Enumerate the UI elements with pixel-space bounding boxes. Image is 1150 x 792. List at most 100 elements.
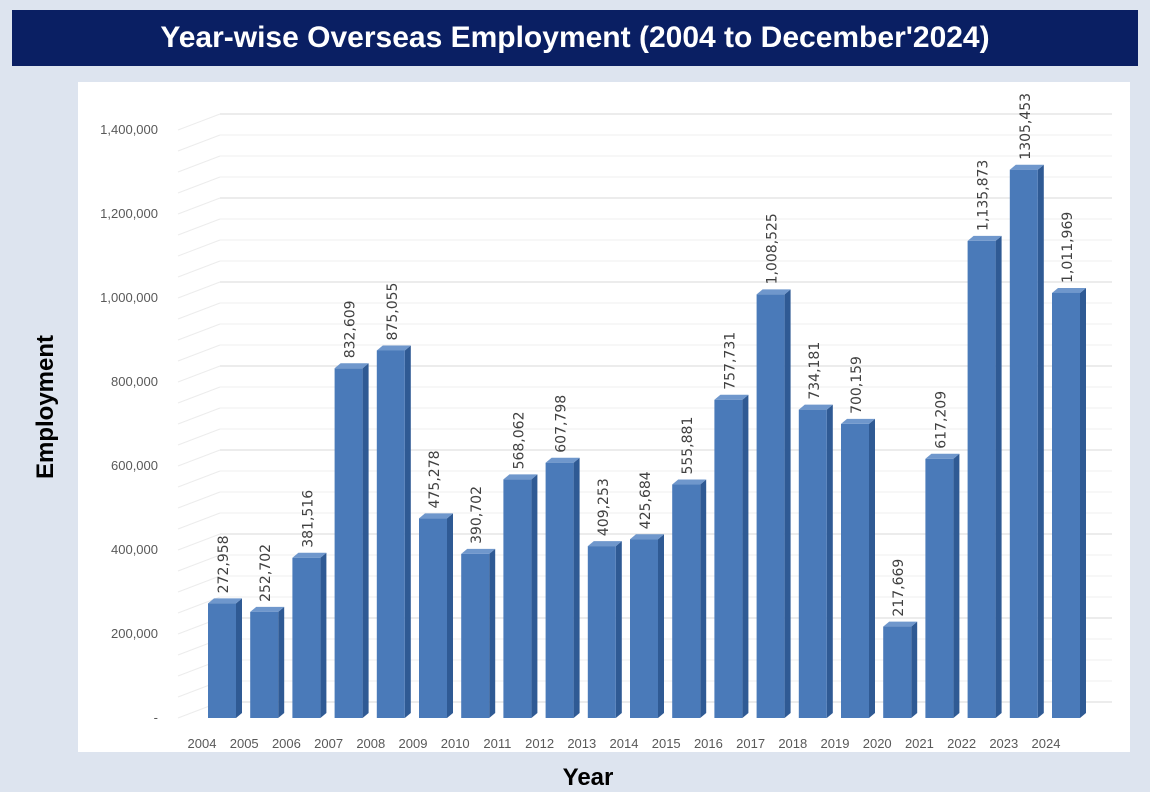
bar-side [573,457,580,718]
gridline-side [177,512,221,530]
bar-top [967,235,1002,241]
bar-side [278,606,285,718]
gridline-side [177,575,221,593]
bar-side [869,418,875,718]
bar-top [1009,164,1044,170]
data-label: 607,798 [554,395,570,453]
data-label: 1,011,969 [1060,212,1076,283]
gridline-side [177,428,221,446]
gridline-side [177,176,221,194]
bar-side [953,453,960,718]
bar-top [587,541,622,547]
bar-top [376,345,411,351]
bar-side [404,345,411,718]
y-tick-label: - [154,710,158,725]
x-axis-label: Year [562,764,614,791]
x-tick-label: 2014 [610,736,639,751]
x-tick-label: 2022 [947,736,976,751]
y-tick-label: 400,000 [111,542,158,557]
x-tick-label: 2013 [567,736,596,751]
bar-top [672,479,707,485]
bar-top [883,621,918,627]
gridline-side [177,302,221,320]
chart-title: Year-wise Overseas Employment (2004 to D… [160,21,990,54]
data-label: 381,516 [300,490,316,548]
y-tick-label: 1,400,000 [100,122,158,137]
bar [545,462,574,718]
data-label: 555,881 [680,417,696,475]
bar-side [784,289,791,718]
bar [250,611,279,718]
bar [967,240,996,718]
bar-side [995,235,1002,718]
y-axis-label: Employment [32,334,59,480]
bar-side [320,552,327,718]
bar-top [630,534,664,540]
bar [756,294,785,718]
bar [883,626,912,718]
data-label: 425,684 [638,471,654,529]
gridline-side [177,365,221,383]
gridline-side [177,449,221,467]
data-label: 1305,453 [1018,93,1034,160]
x-tick-label: 2021 [905,736,934,751]
x-tick-label: 2020 [863,736,892,751]
gridline-side [177,155,221,173]
x-tick-label: 2015 [652,736,681,751]
y-tick-label: 200,000 [111,626,158,641]
data-label: 1,008,525 [765,213,781,284]
bar-side [826,404,833,718]
bar-side [742,394,749,718]
x-tick-label: 2006 [272,736,301,751]
bar [1009,169,1038,719]
bar-top [545,457,580,463]
x-tick-label: 2011 [483,736,511,751]
bar [672,484,701,718]
gridline-side [177,260,221,278]
bar [292,557,321,718]
bar-side [1080,287,1086,718]
x-tick-label: 2005 [230,736,259,751]
x-tick-label: 2017 [736,736,765,751]
bar-side [236,598,242,718]
data-label: 217,669 [891,559,907,617]
bar-top [714,394,749,400]
y-tick-label: 1,200,000 [100,206,158,221]
bar [376,350,405,718]
bar-top [1052,287,1086,293]
bar-side [1037,164,1044,719]
bar-top [798,404,833,410]
bar [1052,292,1080,718]
x-tick-label: 2018 [778,736,807,751]
bar-side [615,541,622,718]
bar [587,546,616,718]
bar-top [292,552,327,558]
data-label: 832,609 [343,300,359,358]
bar-side [658,534,664,718]
gridline-side [177,344,221,362]
bar [461,553,490,718]
bar [503,479,532,718]
data-label: 568,062 [511,412,527,470]
x-tick-label: 2004 [188,736,217,751]
bar [841,423,869,718]
gridline-side [177,197,221,215]
x-tick-label: 2019 [821,736,850,751]
data-label: 475,278 [427,450,443,508]
bar-top [461,548,496,554]
gridline-side [177,323,221,341]
data-label: 617,209 [933,391,949,449]
gridline-side [177,533,221,551]
bar [208,603,236,718]
x-tick-label: 2024 [1032,736,1061,751]
bar-top [419,513,453,519]
bar [798,409,827,718]
bar-side [447,513,453,718]
data-label: 734,181 [807,342,823,400]
bar-top [503,474,538,480]
chart-title-bar: Year-wise Overseas Employment (2004 to D… [12,10,1138,66]
gridline-side [177,491,221,509]
y-tick-label: 800,000 [111,374,158,389]
bar [925,458,954,718]
y-tick-label: 600,000 [111,458,158,473]
